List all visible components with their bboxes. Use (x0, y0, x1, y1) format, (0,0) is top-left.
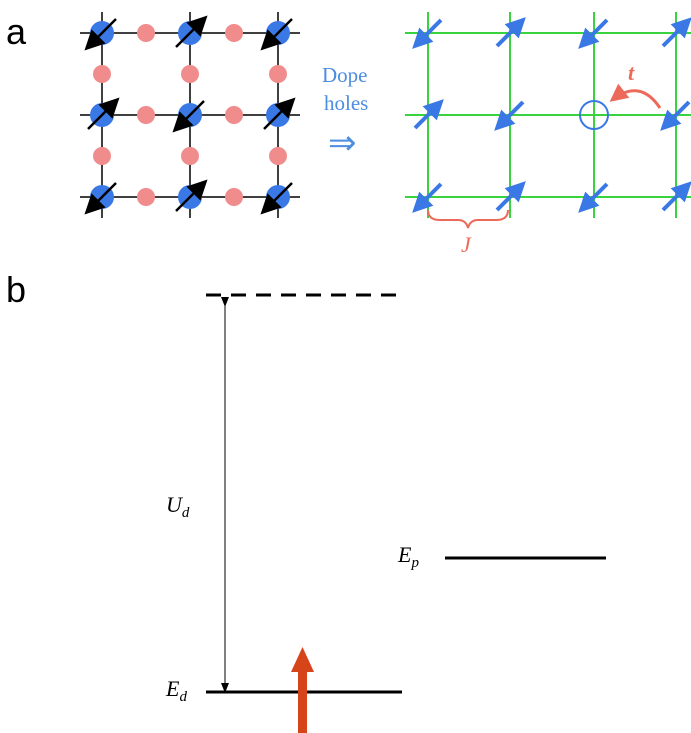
copper-spin-arrow (260, 182, 293, 215)
ed-label-main: E (165, 676, 180, 701)
spin-arrow (495, 181, 526, 212)
panel-b-label: b (6, 269, 26, 310)
oxygen-atom (225, 188, 243, 206)
ep-label-main: E (397, 542, 412, 567)
ud-label: Ud (166, 492, 190, 521)
oxygen-atom (225, 106, 243, 124)
spin-lattice (405, 12, 691, 218)
spin-up-arrow-icon (291, 647, 314, 672)
panel-a-label: a (6, 11, 27, 52)
oxygen-atom (181, 147, 199, 165)
spin-arrow (578, 18, 609, 49)
copper-spin-arrow (263, 97, 296, 130)
dope-holes-text-line1: Dope (322, 63, 368, 87)
copper-spin-arrow (87, 97, 120, 130)
dope-arrow-icon: ⇒ (328, 125, 357, 162)
copper-spin-arrow (175, 15, 208, 48)
spin-arrow (661, 181, 691, 212)
cuo2-lattice (80, 12, 300, 218)
oxygen-atom (181, 65, 199, 83)
copper-spin-arrow (172, 100, 205, 133)
oxygen-atom (137, 106, 155, 124)
oxygen-atom (269, 65, 287, 83)
ed-label-sub: d (179, 689, 187, 705)
copper-spin-arrow (84, 18, 117, 51)
oxygen-atom (269, 147, 287, 165)
spin-arrow (494, 100, 525, 131)
oxygen-atom (93, 65, 111, 83)
spin-arrow (578, 182, 609, 213)
spin-arrow (412, 18, 443, 49)
ud-label-main: U (166, 492, 184, 517)
ed-label: Ed (165, 676, 187, 705)
spin-arrow (661, 17, 691, 48)
oxygen-atom (225, 24, 243, 42)
spin-arrow (412, 182, 443, 213)
hole-circle (579, 100, 609, 130)
oxygen-atom (137, 188, 155, 206)
exchange-label: J (461, 232, 472, 257)
hop-label: t (628, 60, 635, 85)
ud-label-sub: d (182, 505, 190, 521)
hop-arrow-icon (609, 83, 662, 109)
ep-label-sub: p (410, 555, 419, 571)
spin-arrow (660, 100, 691, 131)
exchange-brace-icon (427, 209, 509, 229)
spin-up-arrow-shaft (298, 668, 307, 733)
spin-arrow (413, 99, 444, 130)
spin-arrow (495, 17, 526, 48)
dope-holes-text-line2: holes (324, 91, 368, 115)
copper-spin-arrow (175, 179, 208, 212)
oxygen-atom (93, 147, 111, 165)
copper-spin-arrow (260, 18, 293, 51)
copper-spin-arrow (84, 182, 117, 215)
ep-label: Ep (397, 542, 419, 571)
oxygen-atom (137, 24, 155, 42)
